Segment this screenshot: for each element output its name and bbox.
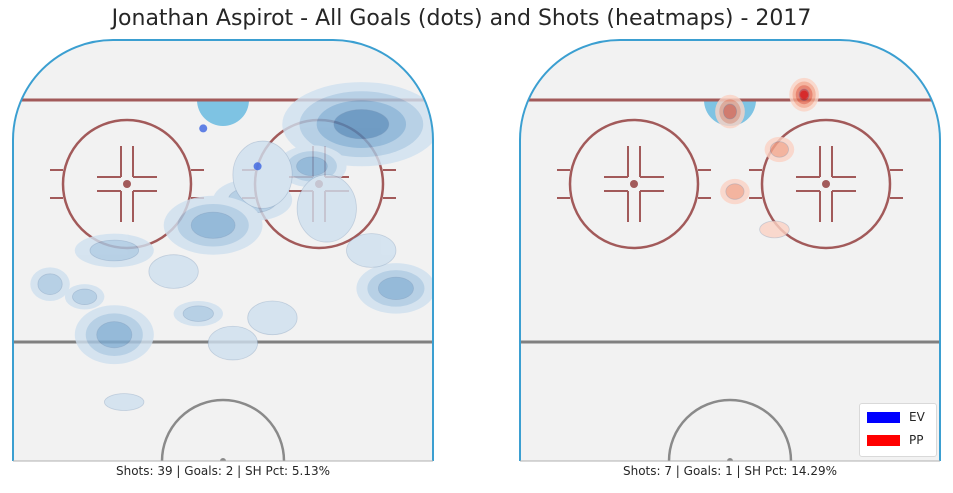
legend-swatch-ev [867, 411, 900, 423]
faceoff-circle-left [557, 118, 711, 250]
boards [519, 39, 941, 461]
goal-dot [199, 124, 208, 133]
faceoff-dot [123, 180, 131, 188]
heat-level [89, 239, 140, 262]
heat-blob [346, 233, 397, 268]
legend-swatch-pp [867, 434, 900, 446]
heat-level [232, 140, 293, 209]
faceoff-circle-right [749, 118, 903, 250]
goal-dot [800, 90, 809, 99]
heat-blob [104, 393, 145, 411]
faceoff-circle-left [50, 118, 204, 250]
heat-level [37, 273, 63, 295]
legend-item-ev: EV [867, 410, 925, 424]
goal-crease [197, 100, 249, 126]
faceoff-ring [568, 118, 700, 250]
heat-level [296, 174, 357, 243]
heat-blob [173, 301, 223, 327]
center-dot [220, 458, 226, 461]
heat-level [247, 300, 298, 336]
caption-left: Shots: 39 | Goals: 2 | SH Pct: 5.13% [115, 464, 331, 478]
center-dot [727, 458, 733, 461]
rink-markings [520, 77, 940, 461]
heat-blob [247, 300, 298, 336]
legend: EV PP [859, 403, 937, 457]
heat-level [759, 220, 790, 239]
heat-blob [356, 263, 433, 314]
heat-blob [764, 136, 795, 163]
heat-blob [74, 305, 154, 365]
heat-level [723, 103, 737, 120]
boards [12, 39, 434, 461]
heat-blob [715, 94, 745, 129]
heat-blob [64, 284, 105, 310]
rink-right [519, 39, 941, 462]
heat-level [72, 288, 98, 305]
heat-blob [74, 233, 154, 268]
legend-label-ev: EV [909, 410, 925, 424]
legend-item-pp: PP [867, 433, 923, 447]
rink-markings [13, 82, 433, 461]
shot-heatmap [30, 82, 433, 411]
heat-level [333, 109, 390, 140]
heat-level [182, 305, 214, 322]
faceoff-dot [630, 180, 638, 188]
center-circle [667, 398, 793, 461]
heat-level [96, 321, 133, 349]
heat-level [296, 156, 328, 177]
rink-left [12, 39, 434, 462]
caption-right: Shots: 7 | Goals: 1 | SH Pct: 14.29% [622, 464, 838, 478]
center-circle [160, 398, 286, 461]
faceoff-ring [760, 118, 892, 250]
legend-label-pp: PP [909, 433, 924, 447]
heat-blob [232, 140, 293, 209]
heat-level [769, 141, 789, 158]
heat-blob [296, 174, 357, 243]
heat-level [207, 325, 258, 361]
goal-dot [253, 162, 262, 171]
heat-blob [759, 220, 790, 239]
heat-blob [720, 178, 750, 205]
heat-blob [148, 254, 199, 289]
heat-level [725, 183, 745, 200]
heat-blob [207, 325, 258, 361]
heat-level [346, 233, 397, 268]
heat-level [190, 211, 236, 239]
heat-blob [163, 195, 263, 255]
heat-level [104, 393, 145, 411]
faceoff-dot [822, 180, 830, 188]
heat-blob [30, 267, 70, 302]
chart-title: Jonathan Aspirot - All Goals (dots) and … [111, 6, 812, 31]
heat-level [377, 276, 414, 301]
heat-blob [282, 82, 433, 167]
ice-surface [520, 40, 940, 461]
heat-level [148, 254, 199, 289]
